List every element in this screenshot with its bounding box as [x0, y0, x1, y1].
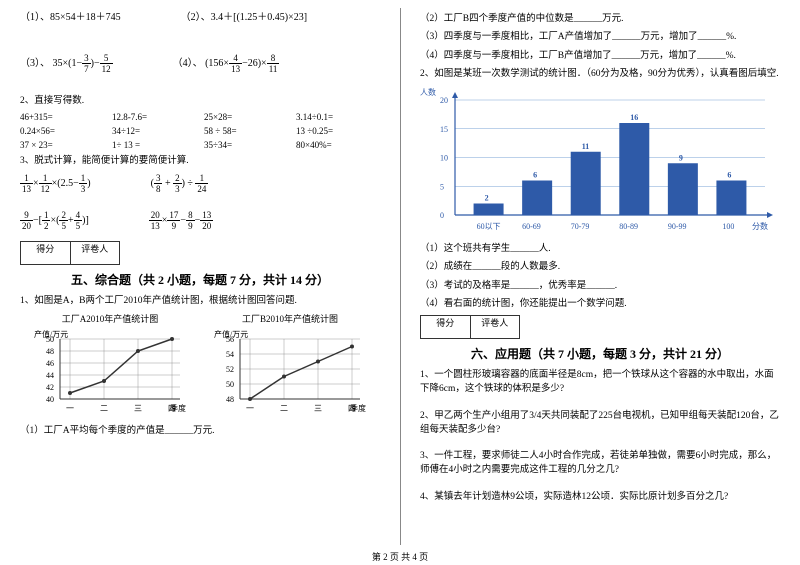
svg-text:二: 二 — [280, 404, 288, 413]
svg-text:90-99: 90-99 — [668, 222, 687, 231]
svg-text:三: 三 — [134, 404, 142, 413]
svg-text:二: 二 — [100, 404, 108, 413]
chart-b-title: 工厂B2010年产值统计图 — [210, 312, 370, 325]
app-problem: 1、一个圆柱形玻璃容器的底面半径是8cm，把一个铁球从这个容器的水中取出，水面下… — [420, 368, 780, 397]
svg-text:三: 三 — [314, 404, 322, 413]
svg-text:48: 48 — [46, 347, 54, 356]
svg-text:10: 10 — [440, 154, 448, 163]
problem-1-2: （2）、3.4＋[(1.25＋0.45)×23] — [181, 8, 307, 23]
calc-item: 34÷12= — [112, 126, 192, 136]
fill-blank: （3）四季度与一季度相比，工厂A产值增加了______万元，增加了______%… — [420, 30, 780, 44]
q2-title: 2、直接写得数. — [20, 94, 380, 108]
calc-item: 80×40%= — [296, 140, 376, 150]
sec5-sub1: （1）工厂A平均每个季度的产值是______万元. — [20, 424, 380, 438]
svg-text:48: 48 — [226, 395, 234, 404]
svg-text:2: 2 — [485, 194, 489, 203]
fill-blank: （1）这个班共有学生______人. — [420, 242, 780, 256]
svg-text:一: 一 — [246, 404, 254, 413]
score-box-2: 得分 评卷人 — [420, 315, 520, 339]
svg-text:70-79: 70-79 — [571, 222, 590, 231]
left-column: （1）、85×54＋18＋745 （2）、3.4＋[(1.25＋0.45)×23… — [0, 0, 400, 545]
svg-text:6: 6 — [533, 171, 537, 180]
q3-title: 3、脱式计算，能简便计算的要简便计算. — [20, 154, 380, 168]
svg-text:9: 9 — [679, 153, 683, 162]
svg-text:0: 0 — [440, 211, 444, 220]
fill-blank: （2）成绩在______段的人数最多. — [420, 260, 780, 274]
grader-label: 评卷人 — [71, 242, 120, 264]
fill-blank: （3）考试的及格率是______，优秀率是______. — [420, 279, 780, 293]
svg-text:56: 56 — [226, 335, 234, 344]
svg-text:季度: 季度 — [350, 403, 366, 413]
chart-b-svg: 产值/万元4850525456一二三四季度 — [210, 327, 370, 417]
svg-text:80-89: 80-89 — [619, 222, 638, 231]
calc-item: 1÷ 13 = — [112, 140, 192, 150]
score-box: 得分 评卷人 — [20, 241, 120, 265]
app-problem: 3、一件工程，要求师徒二人4小时合作完成，若徒弟单独做，需要6小时完成，那么，师… — [420, 449, 780, 478]
calc-item: 12.8-7.6= — [112, 112, 192, 122]
svg-text:42: 42 — [46, 383, 54, 392]
calc-item: 37 × 23= — [20, 140, 100, 150]
fill-blank: （2）工厂B四个季度产值的中位数是______万元. — [420, 12, 780, 26]
score-label: 得分 — [21, 242, 71, 264]
chart-b: 工厂B2010年产值统计图 产值/万元4850525456一二三四季度 — [210, 312, 370, 420]
calc-item: 25×28= — [204, 112, 284, 122]
q3-expr-1: 113×112×(2.5−13) — [20, 173, 91, 194]
svg-text:54: 54 — [226, 350, 234, 359]
calc-item: 46+315= — [20, 112, 100, 122]
svg-text:60以下: 60以下 — [477, 222, 501, 231]
svg-text:100: 100 — [722, 222, 734, 231]
calc-item: 3.14÷0.1= — [296, 112, 376, 122]
fill-blank: （4）四季度与一季度相比，工厂B产值增加了______万元，增加了______%… — [420, 49, 780, 63]
calc-item: 0.24×56= — [20, 126, 100, 136]
q3-expr-4: 2013×179−89−1320 — [149, 210, 213, 231]
svg-text:一: 一 — [66, 404, 74, 413]
page-footer: 第 2 页 共 4 页 — [0, 550, 800, 563]
problem-1-1: （1）、85×54＋18＋745 — [20, 8, 121, 23]
sec5-q1: 1、如图是A，B两个工厂2010年产值统计图，根据统计图回答问题. — [20, 294, 380, 308]
app-problem: 2、甲乙两个生产小组用了3/4天共同装配了225台电视机，已知甲组每天装配120… — [420, 409, 780, 438]
app-problem: 4、某镇去年计划造林9公顷，实际造林12公顷．实际比原计划多百分之几? — [420, 490, 780, 504]
problem-1-3: （3）、 35×(1−37)−512 — [20, 53, 113, 74]
line-charts: 工厂A2010年产值统计图 产值/万元404244464850一二三四季度 工厂… — [20, 312, 380, 420]
q2-grid: 46+315= 12.8-7.6= 25×28= 3.14÷0.1= 0.24×56= 3… — [20, 112, 380, 150]
chart-a-svg: 产值/万元404244464850一二三四季度 — [30, 327, 190, 417]
svg-text:60-69: 60-69 — [522, 222, 541, 231]
score-label: 得分 — [421, 316, 471, 338]
svg-text:11: 11 — [582, 142, 590, 151]
q3-expr-2: (38 + 23) ÷ 124 — [151, 173, 209, 194]
svg-text:50: 50 — [46, 335, 54, 344]
svg-text:44: 44 — [46, 371, 54, 380]
svg-text:分数: 分数 — [752, 221, 768, 231]
section-5-title: 五、综合题（共 2 小题，每题 7 分，共计 14 分） — [20, 271, 380, 288]
svg-text:6: 6 — [727, 171, 731, 180]
right-column: （2）工厂B四个季度产值的中位数是______万元. （3）四季度与一季度相比，工… — [400, 0, 800, 545]
calc-item: 35÷34= — [204, 140, 284, 150]
svg-text:16: 16 — [630, 113, 638, 122]
section-6-title: 六、应用题（共 7 小题，每题 3 分，共计 21 分） — [420, 345, 780, 362]
svg-text:人数: 人数 — [420, 87, 436, 97]
svg-text:40: 40 — [46, 395, 54, 404]
right-q2: 2、如图是某班一次数学测试的统计图．（60分为及格，90分为优秀），认真看图后填… — [420, 67, 780, 81]
calc-item: 58 ÷ 58= — [204, 126, 284, 136]
grader-label: 评卷人 — [471, 316, 520, 338]
svg-text:季度: 季度 — [170, 403, 186, 413]
svg-text:15: 15 — [440, 125, 448, 134]
chart-a-title: 工厂A2010年产值统计图 — [30, 312, 190, 325]
svg-text:50: 50 — [226, 380, 234, 389]
problem-1-4: （4）、 (156×413−26)×811 — [173, 53, 280, 74]
svg-text:46: 46 — [46, 359, 54, 368]
svg-text:20: 20 — [440, 96, 448, 105]
svg-text:5: 5 — [440, 182, 444, 191]
q3-expr-3: 920−[12×(25+45)] — [20, 210, 89, 231]
bar-chart: 人数 0 5 10 15 20 2 60以下 6 60-69 11 70-79 16 80-89 9 90-9… — [420, 85, 780, 235]
fill-blank: （4）看右面的统计图，你还能提出一个数学问题. — [420, 297, 780, 311]
chart-a: 工厂A2010年产值统计图 产值/万元404244464850一二三四季度 — [30, 312, 190, 420]
svg-text:52: 52 — [226, 365, 234, 374]
calc-item: 13 ÷0.25= — [296, 126, 376, 136]
